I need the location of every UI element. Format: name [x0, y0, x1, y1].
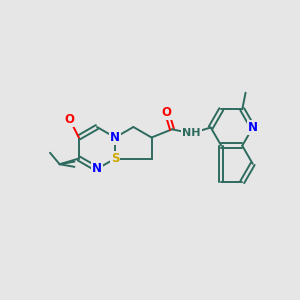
Text: N: N [92, 163, 102, 176]
Text: N: N [248, 121, 258, 134]
Text: NH: NH [182, 128, 201, 138]
Text: N: N [110, 131, 120, 144]
Text: O: O [65, 113, 75, 126]
Text: O: O [162, 106, 172, 118]
Text: S: S [111, 152, 119, 165]
